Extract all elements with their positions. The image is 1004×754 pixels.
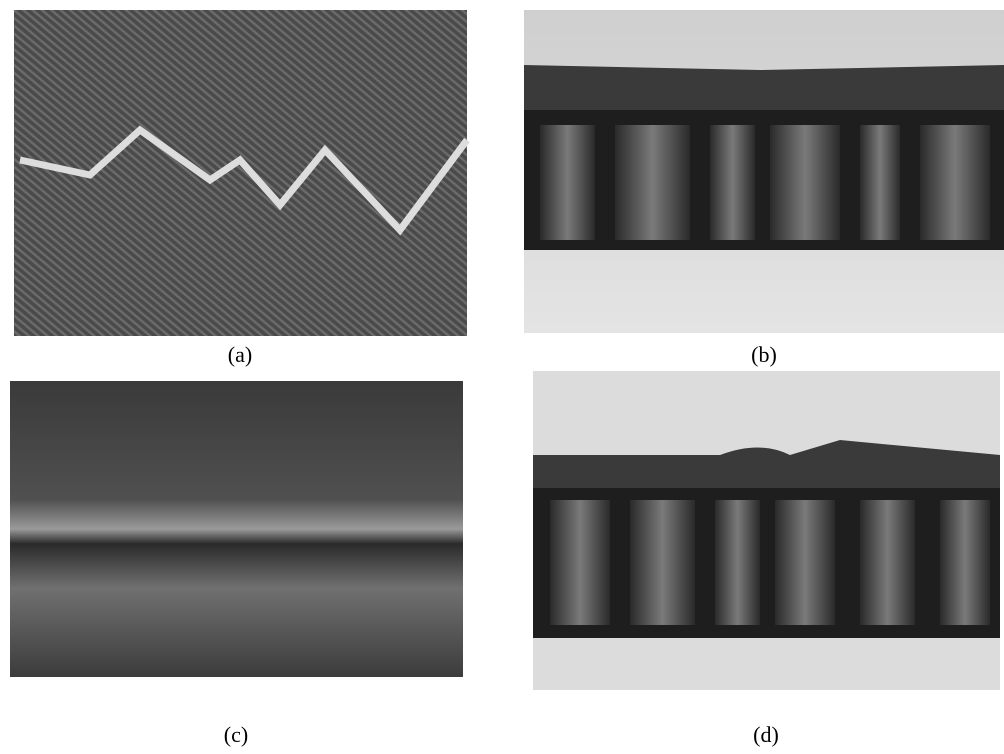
photo-b (524, 10, 1004, 333)
panel-label: (c) (224, 722, 248, 748)
figure: (a) (b) (c) (d) (0, 0, 1004, 754)
panel-label: (d) (753, 722, 779, 748)
photo-c (10, 381, 463, 677)
photo-a (14, 10, 467, 336)
photos (0, 0, 1004, 754)
panel-label: (a) (228, 342, 252, 368)
panel-label: (b) (751, 342, 777, 368)
photo-d (533, 371, 1000, 690)
